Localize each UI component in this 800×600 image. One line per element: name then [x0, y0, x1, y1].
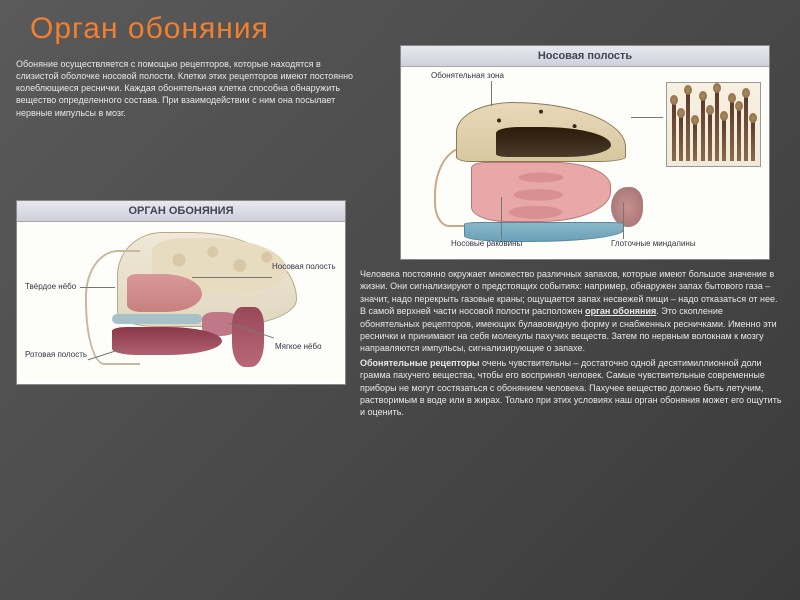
organ-term: орган обоняния	[585, 306, 656, 316]
label-hard-palate: Твёрдое нёбо	[25, 282, 76, 291]
olfactory-organ-diagram: ОРГАН ОБОНЯНИЯ Твёрдое нёбо Носовая поло…	[16, 200, 346, 385]
receptors-term: Обонятельные рецепторы	[360, 358, 479, 368]
intro-text: Обоняние осуществляется с помощью рецепт…	[0, 54, 370, 127]
diagram-title: Носовая полость	[401, 46, 769, 67]
label-nasal-cavity: Носовая полость	[272, 262, 336, 271]
label-tonsils: Глоточные миндалины	[611, 239, 696, 248]
label-turbinates: Носовые раковины	[451, 239, 522, 248]
label-oral-cavity: Ротовая полость	[25, 350, 87, 359]
body-text: Человека постоянно окружает множество ра…	[360, 268, 785, 421]
diagram-title-small: ОРГАН ОБОНЯНИЯ	[17, 201, 345, 222]
label-olfactory-zone: Обонятельная зона	[431, 71, 504, 80]
nasal-cavity-diagram: Носовая полость Обонятельная зона Носовы…	[400, 45, 770, 260]
cilia-inset	[666, 82, 761, 167]
label-soft-palate: Мягкое нёбо	[275, 342, 322, 351]
